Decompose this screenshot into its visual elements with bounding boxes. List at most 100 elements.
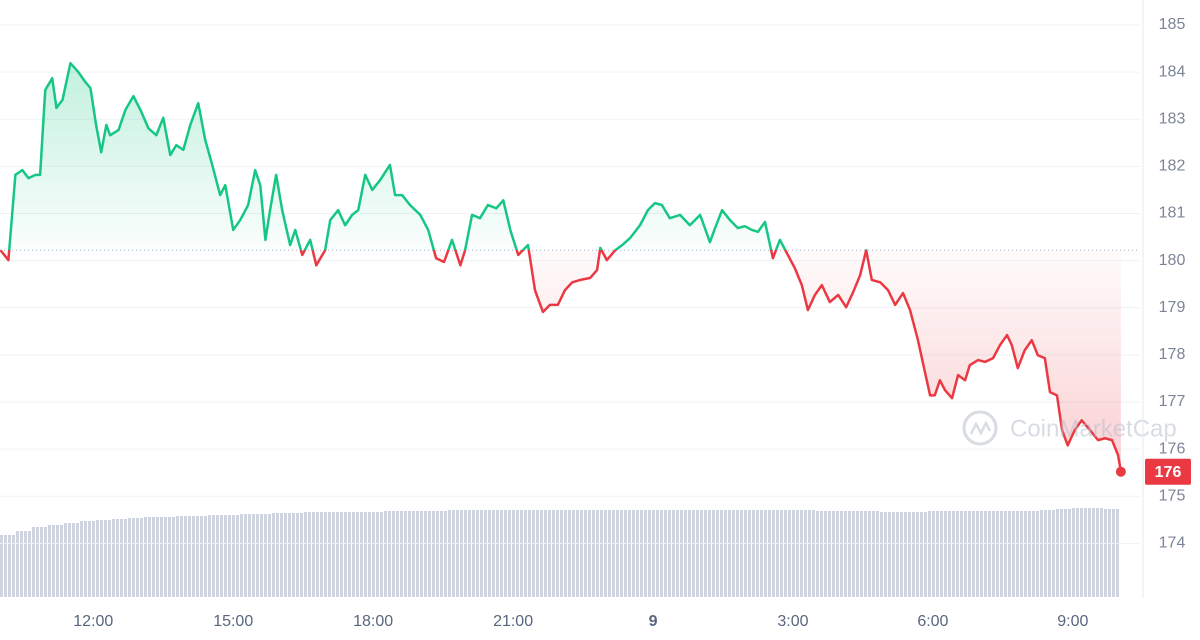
volume-bar — [768, 510, 784, 597]
x-tick-label: 18:00 — [353, 613, 393, 630]
volume-bar — [240, 514, 256, 597]
volume-bar — [288, 513, 304, 597]
volume-bar — [960, 511, 976, 597]
y-tick-label: 185 — [1159, 16, 1186, 33]
volume-bar — [704, 510, 720, 597]
volume-bar — [176, 516, 192, 597]
plot-layer — [0, 61, 1126, 477]
volume-bar — [864, 511, 880, 597]
volume-bar — [80, 521, 96, 597]
volume-bar — [320, 512, 336, 597]
volume-bar — [784, 510, 800, 597]
volume-bar — [160, 517, 176, 597]
volume-bar — [384, 511, 400, 597]
volume-bar — [832, 511, 848, 597]
volume-bar — [992, 511, 1008, 597]
volume-bar — [32, 527, 48, 597]
volume-bar — [16, 531, 32, 597]
volume-bar — [352, 512, 368, 597]
volume-bar — [896, 512, 912, 597]
watermark-logo — [962, 410, 998, 446]
y-tick-label: 182 — [1159, 158, 1186, 175]
volume-bar — [800, 510, 816, 597]
volume-bar — [448, 510, 464, 597]
volume-bar — [528, 510, 544, 597]
volume-bar — [1008, 511, 1024, 597]
y-tick-label: 184 — [1159, 63, 1186, 80]
price-line — [0, 61, 1123, 472]
volume-bar — [48, 525, 64, 597]
volume-bar — [672, 510, 688, 597]
volume-bar — [0, 535, 16, 597]
volume-bar — [272, 513, 288, 597]
volume-bar — [752, 510, 768, 597]
y-tick-label: 179 — [1159, 299, 1186, 316]
volume-bar — [1088, 508, 1104, 597]
volume-layer — [0, 508, 1120, 597]
volume-bar — [496, 510, 512, 597]
y-tick-label: 180 — [1159, 252, 1186, 269]
volume-bar — [64, 523, 80, 597]
volume-bar — [1072, 508, 1088, 597]
volume-bar — [688, 510, 704, 597]
volume-bar — [224, 515, 240, 597]
last-price-badge — [1145, 458, 1191, 485]
volume-bar — [544, 510, 560, 597]
volume-bar — [1104, 509, 1120, 597]
y-tick-label: 177 — [1159, 393, 1186, 410]
x-tick-label: 6:00 — [917, 613, 948, 630]
volume-bar — [432, 511, 448, 597]
volume-bar — [928, 511, 944, 597]
volume-bar — [736, 510, 752, 597]
volume-bar — [848, 511, 864, 597]
volume-bar — [912, 512, 928, 597]
volume-bar — [816, 511, 832, 597]
volume-bar — [336, 512, 352, 597]
price-area — [0, 63, 1121, 472]
volume-bar — [144, 517, 160, 597]
volume-bar — [96, 520, 112, 597]
volume-bar — [112, 519, 128, 597]
volume-bar — [1040, 510, 1056, 597]
volume-bar — [480, 510, 496, 597]
volume-bar — [640, 510, 656, 597]
volume-bar — [976, 511, 992, 597]
volume-bar — [608, 510, 624, 597]
grid-layer — [0, 24, 1140, 544]
y-tick-label: 174 — [1159, 535, 1186, 552]
x-tick-label: 12:00 — [73, 613, 113, 630]
y-tick-label: 175 — [1159, 487, 1186, 504]
volume-bar — [1024, 511, 1040, 597]
last-price-dot — [1115, 466, 1126, 477]
y-tick-label: 178 — [1159, 346, 1186, 363]
label-layer: 174 175 176 177 178 179 180 181 182 183 184 185 12:0… — [73, 16, 1191, 630]
x-tick-label: 3:00 — [777, 613, 808, 630]
x-tick-label: 15:00 — [213, 613, 253, 630]
volume-bar — [624, 510, 640, 597]
volume-bar — [368, 512, 384, 597]
volume-bar — [592, 510, 608, 597]
y-tick-label: 176 — [1159, 440, 1186, 457]
x-tick-label: 9:00 — [1057, 613, 1088, 630]
y-tick-label: 183 — [1159, 110, 1186, 127]
volume-bar — [416, 511, 432, 597]
volume-bar — [576, 510, 592, 597]
volume-bar — [256, 514, 272, 597]
volume-bar — [720, 510, 736, 597]
x-tick-label: 9 — [649, 613, 658, 630]
watermark-text: CoinMarketCap — [1010, 415, 1177, 442]
volume-bar — [560, 510, 576, 597]
volume-bar — [512, 510, 528, 597]
watermark: CoinMarketCap — [962, 410, 1177, 446]
volume-bar — [128, 518, 144, 597]
x-tick-label: 21:00 — [493, 613, 533, 630]
volume-bar — [304, 512, 320, 597]
y-tick-label: 181 — [1159, 205, 1186, 222]
volume-bar — [400, 511, 416, 597]
volume-bar — [208, 515, 224, 597]
last-price-label: 176 — [1155, 464, 1182, 481]
volume-bar — [944, 511, 960, 597]
volume-bar — [1056, 509, 1072, 597]
